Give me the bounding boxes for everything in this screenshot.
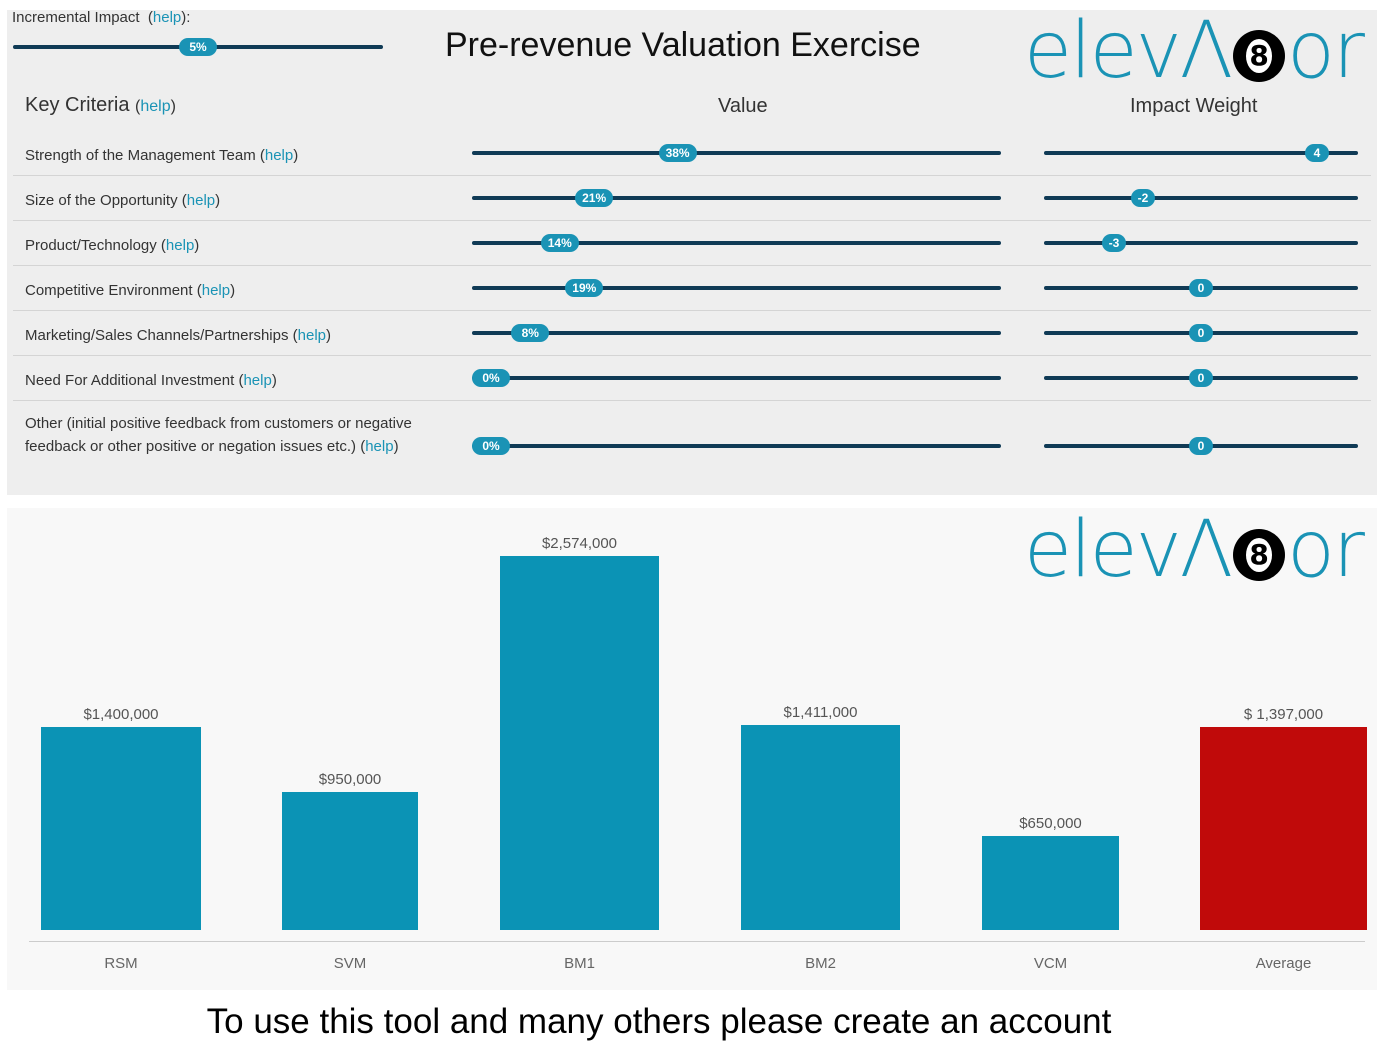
help-link[interactable]: help: [297, 327, 326, 344]
value-slider[interactable]: 21%: [472, 189, 1001, 207]
bar-rsm: [41, 726, 201, 930]
slider-handle[interactable]: 14%: [540, 234, 579, 252]
criteria-label: Size of the Opportunity (help): [25, 192, 221, 209]
footer-message: To use this tool and many others please …: [206, 1002, 1112, 1041]
row-divider: [13, 355, 1371, 356]
page-title: Pre-revenue Valuation Exercise: [445, 26, 921, 64]
elevator-logo: elevΛ 8 or: [1024, 6, 1365, 96]
bar-vcm: [982, 835, 1119, 930]
value-slider[interactable]: 0%: [472, 437, 1001, 455]
incremental-impact-label: Incremental Impact (help):: [12, 9, 191, 26]
incremental-impact-slider[interactable]: 5%: [13, 38, 383, 56]
row-divider: [13, 175, 1371, 176]
help-link[interactable]: help: [140, 98, 171, 115]
elevator-logo: elevΛ 8 or: [1024, 505, 1365, 595]
row-divider: [13, 265, 1371, 266]
x-tick-label: BM1: [564, 955, 595, 972]
help-link[interactable]: help: [201, 282, 231, 299]
criteria-label: Need For Additional Investment (help): [25, 372, 277, 389]
slider-handle[interactable]: 0: [1189, 324, 1213, 342]
x-tick-label: RSM: [104, 955, 138, 972]
slider-handle[interactable]: 0: [1189, 437, 1213, 455]
valuation-panel: [7, 10, 1377, 495]
help-link[interactable]: help: [264, 147, 294, 164]
impact-weight-slider[interactable]: 0: [1044, 279, 1358, 297]
bar-bm1: [500, 556, 659, 930]
row-divider: [13, 310, 1371, 311]
slider-handle[interactable]: 21%: [575, 189, 614, 207]
impact-weight-slider[interactable]: -3: [1044, 234, 1358, 252]
criteria-label: Other (initial positive feedback from cu…: [25, 415, 412, 455]
row-divider: [13, 220, 1371, 221]
impact-weight-slider[interactable]: 4: [1044, 144, 1358, 162]
slider-handle[interactable]: 19%: [565, 279, 604, 297]
help-link[interactable]: help: [365, 438, 394, 455]
help-link[interactable]: help: [152, 9, 182, 26]
criteria-label: Competitive Environment (help): [25, 282, 236, 299]
bar-average: [1200, 727, 1367, 930]
value-slider[interactable]: 38%: [472, 144, 1001, 162]
value-header: Value: [718, 95, 768, 117]
criteria-label: Strength of the Management Team (help): [25, 147, 299, 164]
impact-weight-header: Impact Weight: [1130, 95, 1258, 117]
data-label: $2,574,000: [541, 535, 618, 552]
data-label: $1,411,000: [783, 703, 858, 721]
slider-handle[interactable]: -2: [1131, 189, 1155, 207]
x-tick-label: SVM: [333, 955, 367, 972]
data-label: $ 1,397,000: [1243, 706, 1324, 724]
slider-handle[interactable]: 0%: [472, 437, 510, 455]
slider-handle[interactable]: 0%: [472, 369, 510, 387]
data-label: $950,000: [318, 770, 382, 788]
slider-handle[interactable]: 38%: [658, 144, 697, 162]
x-axis-line: [29, 941, 1365, 942]
bar-svm: [282, 791, 418, 930]
value-slider[interactable]: 0%: [472, 369, 1001, 387]
x-tick-label: VCM: [1033, 955, 1068, 972]
slider-handle[interactable]: 0: [1189, 279, 1213, 297]
help-link[interactable]: help: [186, 192, 216, 209]
x-tick-label: BM2: [805, 955, 836, 972]
slider-handle[interactable]: 4: [1305, 144, 1329, 162]
slider-handle[interactable]: 8%: [511, 324, 550, 342]
criteria-label: Product/Technology (help): [25, 237, 200, 254]
value-slider[interactable]: 8%: [472, 324, 1001, 342]
impact-weight-slider[interactable]: 0: [1044, 324, 1358, 342]
bar-bm2: [741, 724, 900, 930]
data-label: $650,000: [1019, 814, 1082, 832]
impact-weight-slider[interactable]: 0: [1044, 437, 1358, 455]
value-slider[interactable]: 19%: [472, 279, 1001, 297]
data-label: $1,400,000: [83, 705, 159, 723]
criteria-label: Marketing/Sales Channels/Partnerships (h…: [25, 327, 331, 344]
key-criteria-header: Key Criteria (help): [25, 94, 176, 116]
impact-weight-slider[interactable]: -2: [1044, 189, 1358, 207]
help-link[interactable]: help: [243, 372, 272, 389]
value-slider[interactable]: 14%: [472, 234, 1001, 252]
slider-handle[interactable]: 5%: [179, 38, 217, 56]
impact-weight-slider[interactable]: 0: [1044, 369, 1358, 387]
slider-handle[interactable]: -3: [1102, 234, 1126, 252]
help-link[interactable]: help: [165, 237, 195, 254]
slider-handle[interactable]: 0: [1189, 369, 1213, 387]
x-tick-label: Average: [1255, 955, 1312, 972]
row-divider: [13, 400, 1371, 401]
valuation-chart: [7, 508, 1377, 990]
